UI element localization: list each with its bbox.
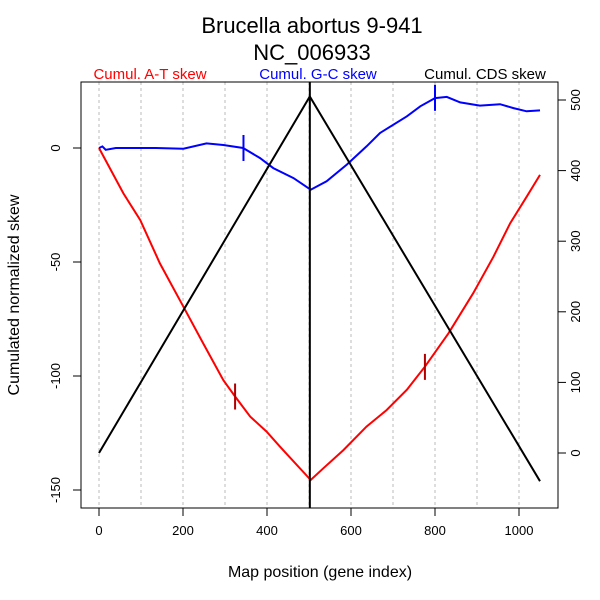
y2-tick-label: 400	[568, 160, 583, 182]
y-tick-label: -50	[48, 253, 63, 272]
y2-tick-label: 100	[568, 372, 583, 394]
axes: 0 200 400 600 800 1000 -150 -100 -50 0 0 100 200 300 4…	[48, 89, 583, 538]
y-tick-label: 0	[48, 144, 63, 151]
y-tick-label: -100	[48, 363, 63, 389]
plot-frame	[80, 81, 559, 509]
legend-at: Cumul. A-T skew	[93, 66, 206, 83]
y2-tick-label: 300	[568, 230, 583, 252]
y-axis-label: Cumulated normalized skew	[6, 194, 23, 395]
chart-title: Brucella abortus 9-941	[201, 13, 422, 38]
x-tick-label: 800	[424, 523, 446, 538]
y-tick-label: -150	[48, 477, 63, 503]
x-tick-label: 400	[256, 523, 278, 538]
y2-tick-label: 200	[568, 301, 583, 323]
legend-cds: Cumul. CDS skew	[424, 66, 546, 83]
legend-gc: Cumul. G-C skew	[259, 66, 377, 83]
x-tick-label: 0	[95, 523, 102, 538]
x-tick-label: 200	[172, 523, 194, 538]
y2-tick-label: 500	[568, 89, 583, 111]
grid	[98, 82, 520, 508]
y2-tick-label: 0	[568, 449, 583, 456]
x-tick-label: 600	[340, 523, 362, 538]
x-axis-label: Map position (gene index)	[228, 564, 412, 581]
series-line-1	[98, 95, 541, 191]
series-line-0	[98, 147, 541, 482]
series-layer	[98, 82, 541, 508]
chart-subtitle: NC_006933	[253, 40, 370, 65]
x-tick-label: 1000	[505, 523, 534, 538]
